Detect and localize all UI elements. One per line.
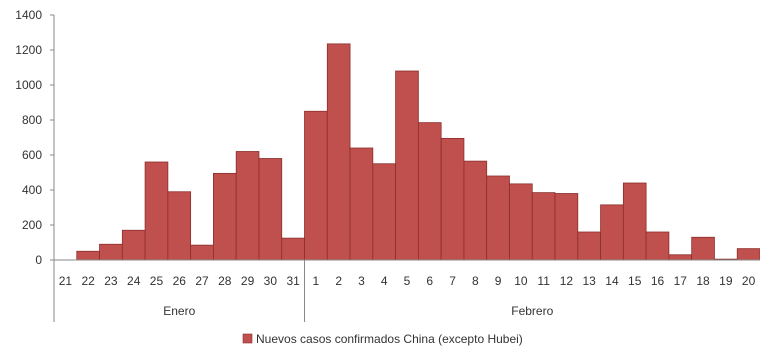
x-tick-label: 29	[241, 274, 255, 288]
bar-18-Febrero	[691, 236, 715, 261]
bar-31-Enero	[281, 237, 305, 261]
bar-23-Enero	[99, 243, 123, 261]
bar-10-Febrero	[509, 183, 533, 261]
x-tick-label: 22	[81, 274, 95, 288]
bar-17-Febrero	[668, 254, 693, 261]
legend-swatch	[242, 333, 253, 344]
x-tick-label: 14	[605, 274, 619, 288]
bar-16-Febrero	[645, 231, 670, 261]
x-tick-label: 18	[696, 274, 710, 288]
bar-24-Enero	[121, 229, 146, 261]
x-tick-label: 21	[59, 274, 73, 288]
y-tick-label: 600	[22, 148, 42, 162]
bar-30-Enero	[258, 158, 283, 261]
bar-26-Enero	[167, 191, 192, 261]
x-tick-label: 31	[286, 274, 300, 288]
x-tick-label: 17	[674, 274, 688, 288]
x-tick-label: 11	[537, 274, 550, 288]
x-tick-label: 4	[381, 274, 388, 288]
x-tick-label: 2	[335, 274, 342, 288]
x-tick-label: 9	[495, 274, 502, 288]
bar-3-Febrero	[349, 147, 374, 261]
x-tick-label: 6	[426, 274, 433, 288]
y-tick-label: 1400	[15, 8, 42, 22]
x-tick-label: 23	[104, 274, 118, 288]
bar-13-Febrero	[577, 231, 601, 261]
bar-27-Enero	[190, 244, 214, 261]
bar-20-Febrero	[736, 248, 760, 261]
x-tick-label: 1	[313, 274, 320, 288]
bar-6-Febrero	[417, 122, 442, 261]
x-tick-label: 26	[173, 274, 187, 288]
x-tick-label: 27	[195, 274, 209, 288]
bar-1-Febrero	[304, 110, 328, 261]
y-axis: 0 200 400 600 800 1000 1200 1400	[15, 8, 55, 267]
bar-8-Febrero	[463, 160, 488, 261]
legend-label: Nuevos casos confirmados China (excepto …	[256, 332, 523, 346]
group-label-enero: Enero	[163, 304, 195, 318]
x-tick-label: 13	[583, 274, 597, 288]
bar-11-Febrero	[531, 192, 556, 261]
group-label-febrero: Febrero	[511, 304, 553, 318]
y-tick-label: 200	[22, 218, 42, 232]
x-tick-label: 12	[560, 274, 574, 288]
x-tick-label: 5	[404, 274, 411, 288]
y-tick-label: 1200	[15, 43, 42, 57]
bar-7-Febrero	[440, 137, 465, 261]
x-axis: 21 22 23 24 25 26 27 28 29 30 31 1 2 3 4 5 6 7 8 9 10 11 12 13 1…	[53, 259, 760, 322]
x-tick-label: 8	[472, 274, 479, 288]
bar-12-Febrero	[554, 193, 579, 261]
x-tick-label: 16	[651, 274, 665, 288]
bar-5-Febrero	[395, 70, 419, 261]
y-tick-label: 400	[22, 183, 42, 197]
bar-14-Febrero	[600, 204, 624, 261]
x-tick-label: 28	[218, 274, 232, 288]
bar-29-Enero	[235, 151, 260, 261]
x-tick-label: 25	[150, 274, 164, 288]
y-tick-label: 0	[35, 253, 42, 267]
y-tick-label: 800	[22, 113, 42, 127]
x-tick-label: 15	[628, 274, 642, 288]
x-tick-label: 20	[742, 274, 756, 288]
bar-9-Febrero	[486, 175, 510, 261]
bar-28-Enero	[213, 172, 237, 261]
x-tick-label: 30	[264, 274, 278, 288]
legend: Nuevos casos confirmados China (excepto …	[242, 332, 523, 346]
y-tick-label: 1000	[15, 78, 42, 92]
bar-4-Febrero	[372, 163, 397, 261]
bar-15-Febrero	[622, 182, 647, 261]
x-tick-label: 10	[514, 274, 528, 288]
bar-25-Enero	[144, 161, 169, 261]
x-tick-label: 19	[719, 274, 733, 288]
x-tick-label: 7	[449, 274, 456, 288]
x-tick-label: 3	[358, 274, 365, 288]
bar-22-Enero	[76, 250, 100, 261]
x-tick-label: 24	[127, 274, 141, 288]
bars	[76, 43, 760, 261]
bar-2-Febrero	[326, 43, 351, 261]
